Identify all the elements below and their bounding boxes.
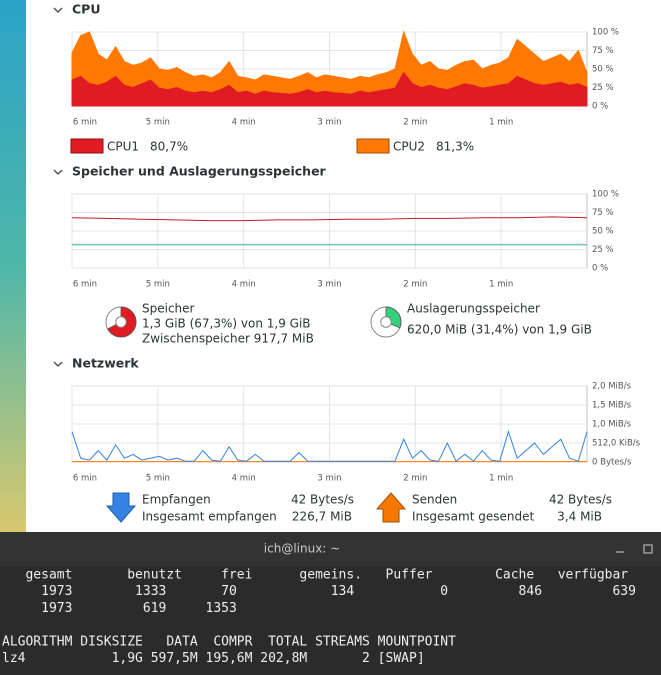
x-tick-label: 5 min xyxy=(146,118,170,128)
terminal-line: ALGORITHM DISKSIZE DATA COMPR TOTAL STRE… xyxy=(2,634,456,649)
y-tick-label: 50 % xyxy=(592,227,614,237)
x-tick-label: 3 min xyxy=(317,474,341,484)
cpu-area xyxy=(71,71,588,107)
chevrons xyxy=(53,7,63,368)
terminal-line: 1973 1333 70 134 0 846 639 xyxy=(2,584,636,599)
maximize-button[interactable] xyxy=(643,544,653,554)
y-tick-label: 25 % xyxy=(592,245,614,255)
terminal-line: lz4 1,9G 597,5M 195,6M 202,8M 2 [SWAP] xyxy=(2,651,425,666)
y-tick-label: 100 % xyxy=(592,28,619,38)
y-tick-label: 1,5 MiB/s xyxy=(592,401,632,411)
cpu1-swatch[interactable] xyxy=(70,138,104,154)
ram-cache: Zwischenspeicher 917,7 MiB xyxy=(142,332,314,346)
x-tick-label: 6 min xyxy=(73,118,97,128)
swap-label: Auslagerungsspeicher xyxy=(407,302,540,316)
section-title[interactable]: Netzwerk xyxy=(72,356,139,371)
y-tick-label: 0 % xyxy=(592,264,608,274)
send-total: 3,4 MiB xyxy=(557,510,602,524)
y-tick-label: 1,0 MiB/s xyxy=(592,420,632,430)
legend-label: CPU1 xyxy=(107,140,139,154)
receive-icon xyxy=(105,492,137,523)
send-total-label: Insgesamt gesendet xyxy=(412,510,534,524)
wallpaper xyxy=(0,0,26,532)
line xyxy=(71,429,588,462)
y-tick-label: 50 % xyxy=(592,65,614,75)
x-tick-label: 6 min xyxy=(73,280,97,290)
line xyxy=(71,216,588,222)
terminal-title: ich@linux: ~ xyxy=(264,542,340,556)
usage-icon-hole xyxy=(380,316,392,328)
send-label: Senden xyxy=(412,493,457,507)
legend-value: 81,3% xyxy=(436,140,474,154)
ram-label: Speicher xyxy=(142,302,195,316)
terminal-line: 1973 619 1353 xyxy=(2,601,237,616)
y-tick-label: 2,0 MiB/s xyxy=(592,382,632,392)
receive-total: 226,7 MiB xyxy=(292,510,352,524)
x-tick-label: 2 min xyxy=(403,280,427,290)
x-tick-label: 5 min xyxy=(146,280,170,290)
receive-label: Empfangen xyxy=(142,493,211,507)
receive-total-label: Insgesamt empfangen xyxy=(142,510,277,524)
cpu2-swatch[interactable] xyxy=(356,138,390,154)
y-tick-label: 512,0 KiB/s xyxy=(592,439,641,449)
x-tick-label: 3 min xyxy=(317,280,341,290)
x-tick-label: 6 min xyxy=(73,474,97,484)
legend-value: 80,7% xyxy=(150,140,188,154)
x-tick-label: 2 min xyxy=(403,474,427,484)
x-tick-label: 1 min xyxy=(489,474,513,484)
y-tick-label: 75 % xyxy=(592,46,614,56)
x-tick-label: 1 min xyxy=(489,118,513,128)
legend-label: CPU2 xyxy=(393,140,425,154)
y-tick-label: 0 % xyxy=(592,102,608,112)
x-tick-label: 4 min xyxy=(232,280,256,290)
y-tick-label: 100 % xyxy=(592,190,619,200)
x-tick-label: 5 min xyxy=(146,474,170,484)
swap-usage: 620,0 MiB (31,4%) von 1,9 GiB xyxy=(407,323,592,337)
y-tick-label: 75 % xyxy=(592,208,614,218)
x-tick-label: 4 min xyxy=(232,474,256,484)
terminal-titlebar xyxy=(0,532,661,566)
section-title[interactable]: CPU xyxy=(72,2,101,17)
send-rate: 42 Bytes/s xyxy=(549,493,612,507)
usage-icon-hole xyxy=(115,316,127,328)
x-tick-label: 3 min xyxy=(317,118,341,128)
terminal-line: gesamt benutzt frei gemeins. Puffer Cach… xyxy=(2,568,628,583)
ram-usage: 1,3 GiB (67,3%) von 1,9 GiB xyxy=(142,317,311,331)
section-title[interactable]: Speicher und Auslagerungsspeicher xyxy=(72,164,327,179)
x-tick-label: 1 min xyxy=(489,280,513,290)
x-tick-label: 2 min xyxy=(403,118,427,128)
send-icon xyxy=(375,492,407,523)
y-tick-label: 25 % xyxy=(592,83,614,93)
x-tick-label: 4 min xyxy=(232,118,256,128)
receive-rate: 42 Bytes/s xyxy=(291,493,354,507)
y-tick-label: 0 Bytes/s xyxy=(592,458,632,468)
